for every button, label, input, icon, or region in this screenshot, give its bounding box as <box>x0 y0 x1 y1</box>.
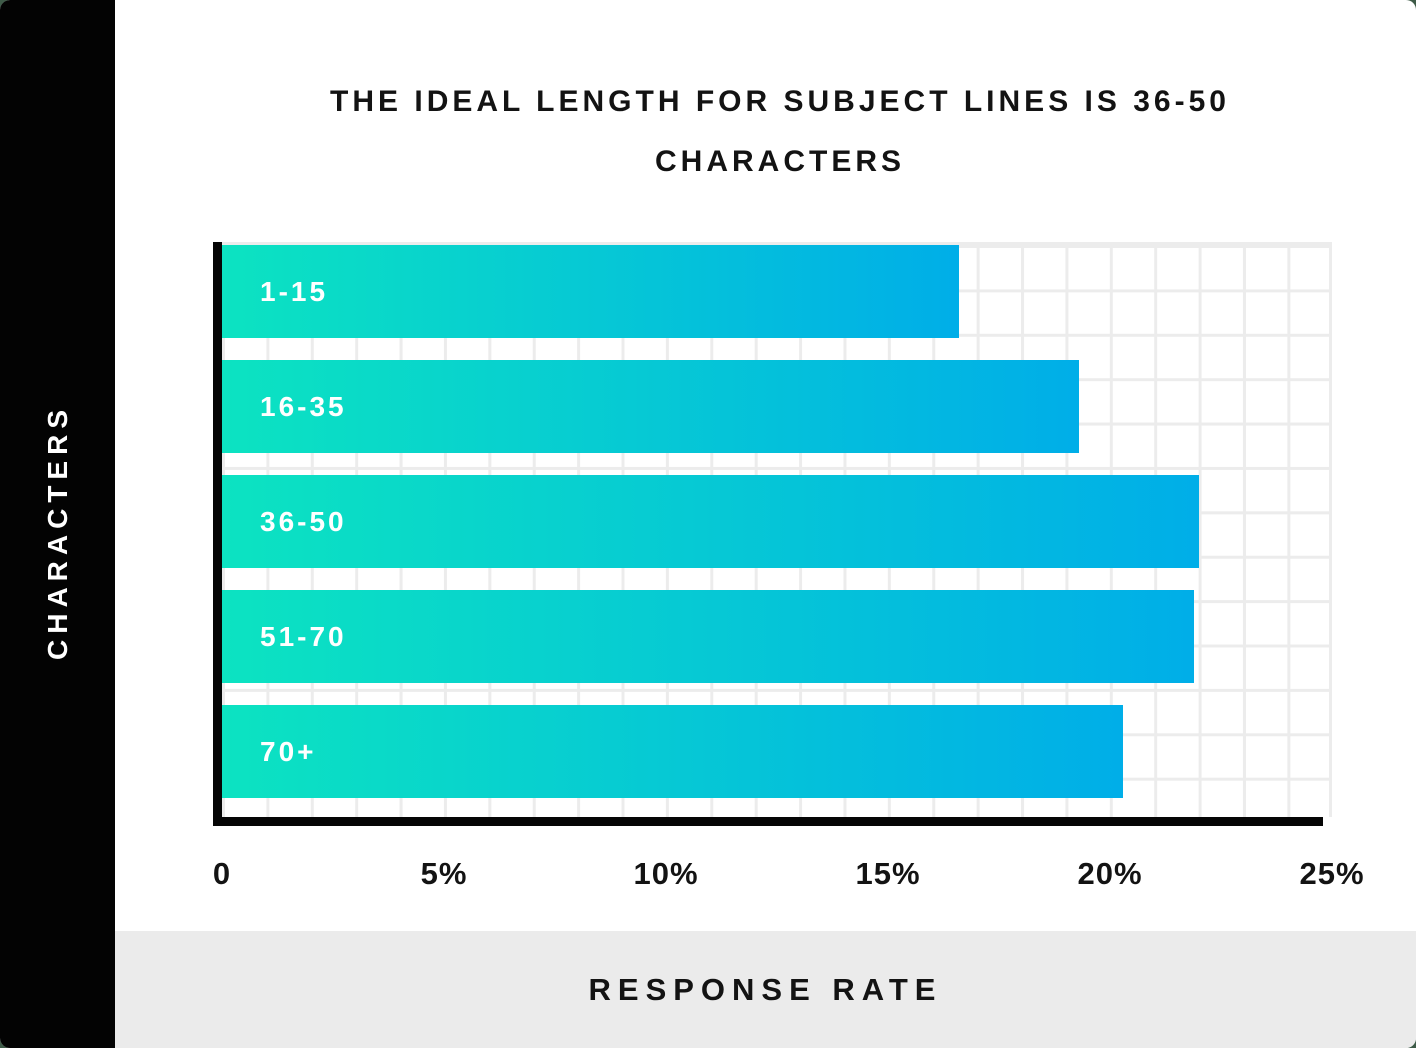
chart-title-line1: THE IDEAL LENGTH FOR SUBJECT LINES IS 36… <box>330 85 1230 118</box>
bar-70+: 70+ <box>222 705 1124 798</box>
bar-label: 36-50 <box>260 505 347 537</box>
plot-area: 1-15 16-35 36-50 51-70 70+ <box>222 242 1332 817</box>
y-axis-panel: CHARACTERS <box>0 0 115 1048</box>
chart-title: THE IDEAL LENGTH FOR SUBJECT LINES IS 36… <box>160 72 1400 192</box>
x-tick: 20% <box>1077 856 1143 891</box>
x-axis-panel: RESPONSE RATE <box>115 931 1416 1048</box>
bar-1-15: 1-15 <box>222 245 960 338</box>
x-axis-title: RESPONSE RATE <box>588 971 943 1007</box>
x-tick: 15% <box>855 856 921 891</box>
x-tick: 0 <box>212 856 232 891</box>
chart-title-line2: CHARACTERS <box>655 145 905 178</box>
x-tick: 25% <box>1299 856 1365 891</box>
bar-label: 1-15 <box>260 275 329 307</box>
x-tick: 10% <box>633 856 699 891</box>
bar-51-70: 51-70 <box>222 590 1195 683</box>
x-axis-line <box>213 817 1323 826</box>
bar-label: 70+ <box>260 735 317 767</box>
x-axis-ticks: 0 5% 10% 15% 20% 25% <box>213 856 1364 898</box>
bar-label: 51-70 <box>260 620 347 652</box>
bar-label: 16-35 <box>260 390 347 422</box>
y-axis-title: CHARACTERS <box>41 404 73 660</box>
bar-36-50: 36-50 <box>222 475 1199 568</box>
bar-16-35: 16-35 <box>222 360 1079 453</box>
x-tick: 5% <box>420 856 468 891</box>
y-axis-line <box>213 242 222 826</box>
